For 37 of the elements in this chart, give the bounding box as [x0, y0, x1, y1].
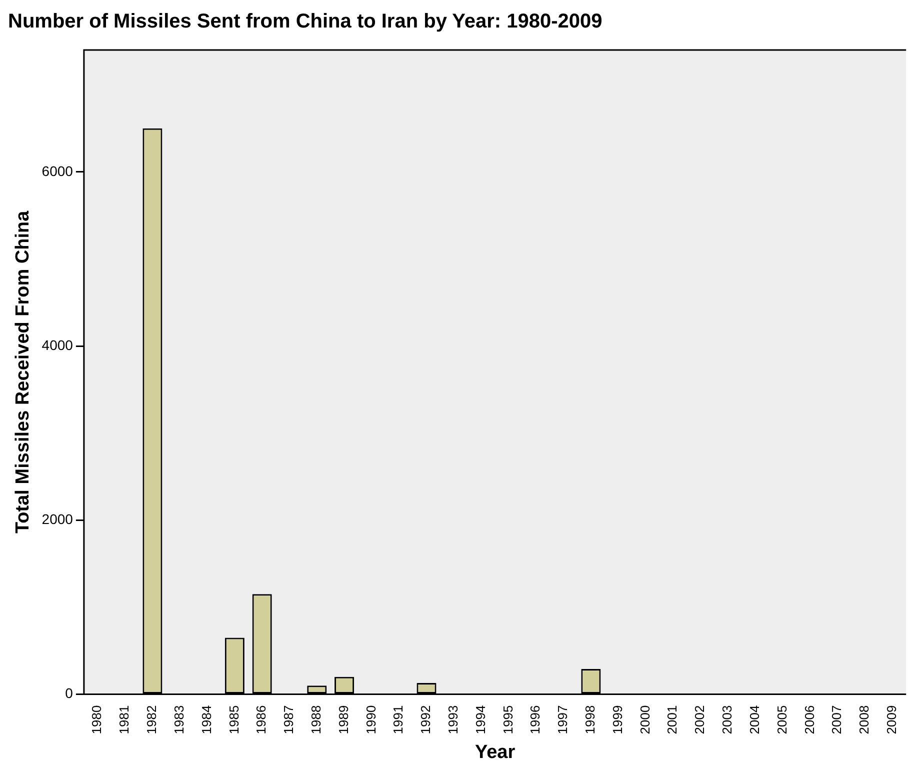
y-tick-label: 4000	[42, 336, 74, 353]
x-tick-label: 1997	[555, 705, 570, 734]
x-tick-label: 2004	[746, 705, 762, 734]
x-tick-label: 1980	[89, 705, 104, 734]
x-tick-label: 1985	[226, 705, 242, 734]
x-tick-label: 1982	[144, 705, 160, 734]
chart-title: Number of Missiles Sent from China to Iran by Year: 1980-2009	[8, 10, 602, 33]
x-tick-label: 1986	[254, 705, 269, 734]
x-tick-label: 1981	[116, 705, 132, 734]
x-tick-label: 2007	[829, 705, 844, 734]
x-tick-label: 1999	[610, 705, 625, 734]
x-tick-label: 1989	[336, 705, 351, 734]
x-axis-title: Year	[474, 742, 516, 763]
x-tick-label: 1984	[198, 705, 214, 734]
x-tick-label: 1995	[500, 705, 516, 734]
x-tick-label: 2000	[637, 705, 652, 734]
x-tick-label: 1992	[418, 705, 434, 734]
x-tick-label: 1996	[528, 705, 543, 734]
x-tick-label: 2006	[802, 705, 817, 734]
y-tick-label: 2000	[42, 511, 74, 528]
x-tick-label: 1991	[390, 705, 406, 734]
x-tick-label: 1988	[308, 705, 324, 734]
x-tick-label: 2009	[884, 705, 899, 734]
y-tick-label: 6000	[42, 162, 74, 179]
x-tick-label: 1987	[281, 705, 296, 734]
y-tick-label: 0	[65, 685, 74, 702]
x-tick-label: 1998	[582, 705, 598, 734]
x-tick-label: 1993	[445, 705, 460, 734]
x-tick-label: 2005	[774, 705, 790, 734]
x-tick-label: 1983	[171, 705, 186, 734]
x-tick-label: 2003	[720, 705, 735, 734]
x-tick-label: 2002	[692, 705, 708, 734]
x-tick-label: 2008	[856, 705, 872, 734]
y-axis-title: Total Missiles Received From China	[12, 210, 34, 534]
x-tick-label: 1990	[363, 705, 378, 734]
x-tick-label: 1994	[472, 705, 488, 734]
x-tick-label: 2001	[664, 705, 680, 734]
